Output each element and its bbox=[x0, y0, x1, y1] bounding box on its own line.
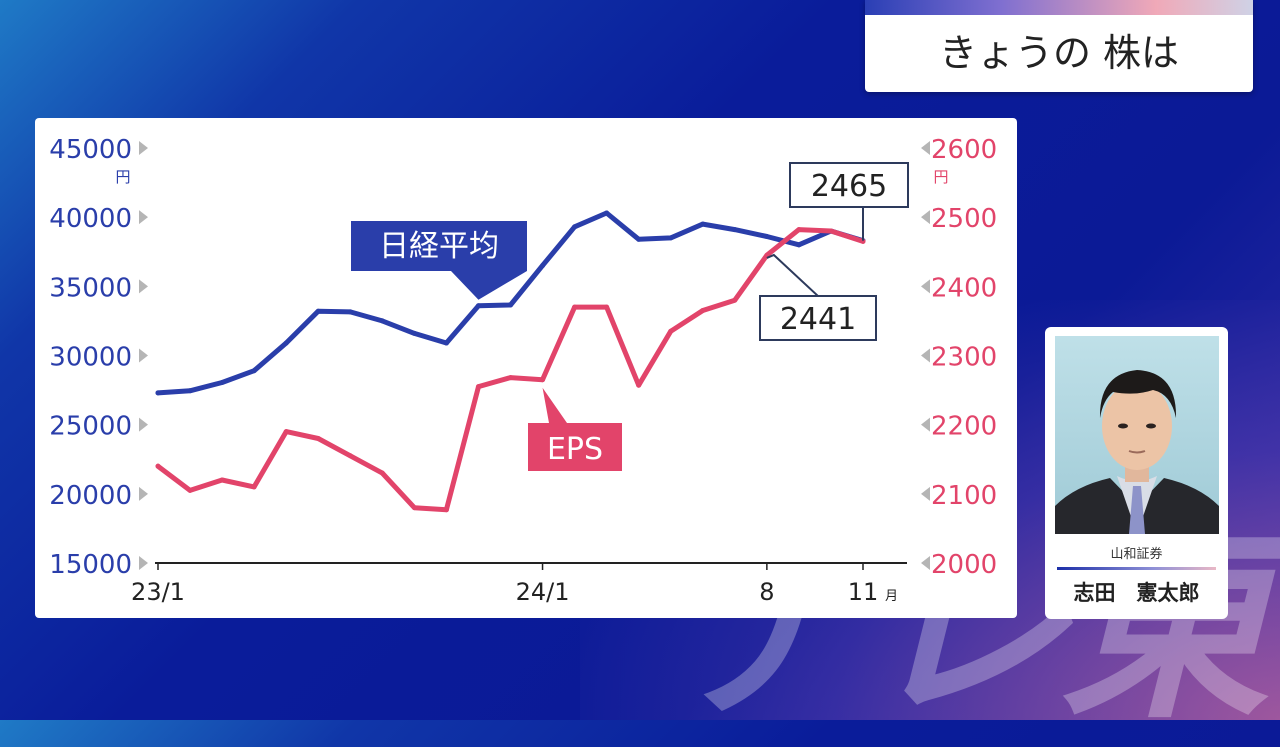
data-point bbox=[732, 297, 738, 303]
data-point bbox=[187, 487, 193, 493]
data-point bbox=[251, 368, 257, 374]
data-point bbox=[636, 382, 642, 388]
data-point bbox=[443, 507, 449, 513]
data-point bbox=[219, 477, 225, 483]
series-label-box bbox=[528, 387, 622, 471]
data-point bbox=[796, 242, 802, 248]
data-point bbox=[572, 224, 578, 230]
data-point bbox=[411, 330, 417, 336]
left-axis-tick-label: 20000 bbox=[49, 481, 132, 511]
data-point bbox=[219, 379, 225, 385]
left-axis-unit: 円 bbox=[115, 168, 130, 186]
data-point bbox=[251, 484, 257, 490]
data-point bbox=[379, 470, 385, 476]
firm-underline bbox=[1057, 567, 1216, 570]
analyst-card: 山和証券 志田 憲太郎 bbox=[1045, 327, 1228, 619]
left-axis-tick-label: 40000 bbox=[49, 204, 132, 234]
data-point bbox=[796, 227, 802, 233]
data-point bbox=[668, 328, 674, 334]
topic-title: きょうの 株は bbox=[938, 31, 1180, 75]
left-axis-tick-label: 25000 bbox=[49, 412, 132, 442]
x-axis-tick-label: 24/1 bbox=[516, 578, 570, 606]
series-label: 日経平均 bbox=[379, 229, 499, 264]
left-axis-tick-marker bbox=[139, 141, 148, 155]
left-axis-tick-marker bbox=[139, 279, 148, 294]
data-point bbox=[155, 390, 161, 396]
right-axis-unit: 円 bbox=[933, 168, 948, 186]
x-axis-unit: 月 bbox=[885, 589, 898, 604]
series-label: EPS bbox=[547, 432, 603, 467]
callout-value: 2465 bbox=[811, 169, 887, 204]
x-axis-tick-label: 11 bbox=[848, 578, 879, 606]
data-point bbox=[540, 377, 546, 383]
data-point bbox=[508, 302, 513, 308]
data-point bbox=[475, 384, 481, 390]
data-point bbox=[732, 227, 738, 233]
data-point bbox=[475, 303, 481, 309]
data-point bbox=[540, 263, 546, 269]
data-point bbox=[187, 388, 193, 394]
data-point bbox=[828, 228, 834, 234]
series-label-box bbox=[351, 221, 527, 300]
left-axis-tick-marker bbox=[139, 556, 148, 570]
data-point bbox=[315, 308, 321, 314]
right-axis-tick-marker bbox=[921, 486, 930, 501]
person-photo-icon bbox=[1055, 370, 1219, 534]
data-point bbox=[283, 340, 289, 346]
data-point bbox=[443, 340, 449, 346]
data-point bbox=[636, 236, 642, 242]
left-axis-tick-marker bbox=[139, 486, 148, 501]
callout-box bbox=[789, 162, 909, 208]
data-point bbox=[604, 210, 610, 216]
data-point bbox=[700, 308, 706, 314]
analyst-name: 志田 憲太郎 bbox=[1073, 581, 1200, 605]
right-axis-tick-label: 2500 bbox=[931, 204, 997, 234]
data-point bbox=[572, 304, 578, 310]
right-axis-tick-marker bbox=[921, 141, 930, 155]
data-point bbox=[508, 375, 513, 381]
callout-value: 2441 bbox=[780, 302, 856, 337]
x-axis-tick-label: 8 bbox=[759, 578, 774, 606]
data-point bbox=[764, 234, 770, 240]
line-chart: 45000 40000 35000 30000 25000 20000 15000 円 2600… bbox=[49, 135, 997, 606]
right-axis-tick-label: 2000 bbox=[931, 550, 997, 580]
title-accent-stripe bbox=[865, 0, 1253, 15]
data-point bbox=[860, 238, 866, 244]
analyst-photo bbox=[1055, 336, 1219, 534]
data-point bbox=[155, 463, 161, 469]
data-point bbox=[347, 309, 353, 315]
data-point bbox=[379, 318, 385, 324]
right-axis-tick-marker bbox=[921, 556, 930, 570]
callout-box bbox=[759, 295, 877, 341]
data-point bbox=[347, 453, 353, 459]
right-axis-tick-marker bbox=[921, 279, 930, 294]
left-axis-tick-marker bbox=[139, 348, 148, 363]
left-axis-tick-label: 35000 bbox=[49, 273, 132, 303]
data-point bbox=[315, 436, 321, 441]
right-axis-tick-marker bbox=[921, 348, 930, 363]
left-axis-tick-marker bbox=[139, 210, 148, 225]
right-axis-tick-label: 2100 bbox=[931, 481, 997, 511]
left-axis-tick-label: 30000 bbox=[49, 343, 132, 373]
left-axis-tick-label: 15000 bbox=[49, 550, 132, 580]
right-axis-tick-label: 2200 bbox=[931, 412, 997, 442]
right-axis-tick-label: 2300 bbox=[931, 343, 997, 373]
data-point bbox=[700, 221, 706, 227]
right-axis-tick-marker bbox=[921, 210, 930, 225]
x-axis-tick-label: 23/1 bbox=[131, 578, 185, 606]
data-point bbox=[283, 429, 289, 435]
analyst-firm: 山和証券 bbox=[1110, 547, 1163, 562]
topic-title-box: きょうの 株は bbox=[865, 0, 1253, 92]
data-point bbox=[604, 304, 610, 310]
right-axis-tick-label: 2600 bbox=[931, 135, 997, 165]
left-axis-tick-label: 45000 bbox=[49, 135, 132, 165]
left-axis-tick-marker bbox=[139, 417, 148, 432]
chart-panel: 45000 40000 35000 30000 25000 20000 15000 円 2600… bbox=[35, 118, 1017, 618]
data-point bbox=[668, 235, 674, 241]
data-point bbox=[411, 505, 417, 511]
right-axis-tick-label: 2400 bbox=[931, 273, 997, 303]
right-axis-tick-marker bbox=[921, 417, 930, 432]
